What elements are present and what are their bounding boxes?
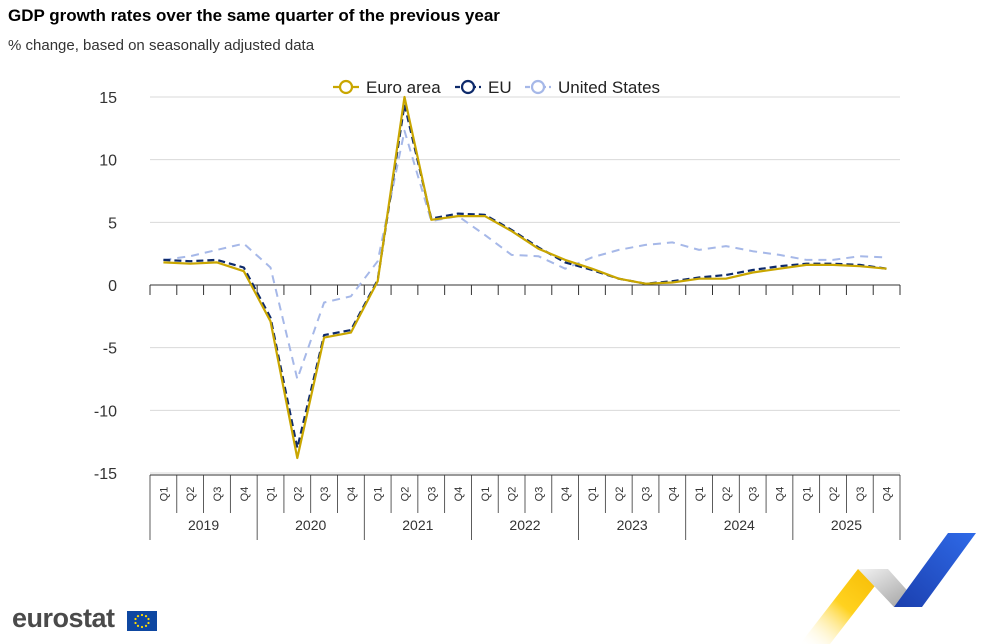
series-lines [163, 95, 887, 460]
quarter-label: Q1 [480, 487, 492, 502]
quarter-label: Q2 [507, 487, 519, 502]
legend-label: Euro area [366, 78, 441, 97]
quarter-label: Q3 [641, 487, 653, 502]
quarter-label: Q1 [266, 487, 278, 502]
chart-title: GDP growth rates over the same quarter o… [8, 6, 500, 25]
quarter-label: Q4 [882, 487, 894, 502]
year-label: 2020 [295, 517, 326, 533]
quarter-label: Q3 [855, 487, 867, 502]
year-label: 2024 [724, 517, 755, 533]
legend: Euro area EU United States [333, 78, 660, 97]
quarter-label: Q4 [346, 487, 358, 502]
decorative-ribbon-icon [800, 533, 976, 644]
y-axis: 15 10 5 0 -5 -10 -15 [94, 90, 117, 483]
quarter-label: Q1 [801, 487, 813, 502]
quarter-label: Q2 [185, 487, 197, 502]
quarter-label: Q3 [319, 487, 331, 502]
quarter-label: Q4 [560, 487, 572, 502]
quarter-label: Q3 [533, 487, 545, 502]
y-tick-label: -15 [94, 466, 117, 483]
quarter-label: Q4 [774, 487, 786, 502]
quarter-label: Q4 [453, 487, 465, 502]
quarter-label: Q1 [373, 487, 385, 502]
quarter-label: Q2 [721, 487, 733, 502]
quarter-label: Q4 [239, 487, 251, 502]
y-tick-label: 5 [108, 215, 117, 232]
quarter-label: Q2 [399, 487, 411, 502]
x-axis: Q1 Q2 Q3 Q4 2019 Q1 Q2 Q3 Q4 2020 Q1 Q2 Q3 Q4 2021 Q1 Q2… [149, 284, 901, 540]
legend-marker-icon [338, 79, 354, 95]
quarter-label: Q2 [614, 487, 626, 502]
year-label: 2025 [831, 517, 862, 533]
legend-marker-icon [530, 79, 546, 95]
legend-marker-icon [460, 79, 476, 95]
quarter-label: Q2 [828, 487, 840, 502]
quarter-label: Q3 [748, 487, 760, 502]
year-label: 2021 [402, 517, 433, 533]
y-tick-label: 10 [99, 153, 117, 170]
year-label: 2022 [509, 517, 540, 533]
series-line [163, 129, 887, 380]
y-tick-label: -10 [94, 403, 117, 420]
quarter-label: Q4 [667, 487, 679, 502]
legend-label: United States [558, 78, 660, 97]
quarter-label: Q1 [158, 487, 170, 502]
eurostat-logo: eurostat [12, 603, 115, 633]
quarter-label: Q1 [694, 487, 706, 502]
legend-label: EU [488, 78, 512, 97]
eu-flag-icon [127, 611, 157, 631]
quarter-label: Q3 [212, 487, 224, 502]
y-tick-label: 0 [108, 278, 117, 295]
series-line [163, 103, 887, 449]
y-tick-label: 15 [99, 90, 117, 107]
series-line [163, 95, 887, 460]
year-label: 2023 [617, 517, 648, 533]
y-tick-label: -5 [103, 341, 117, 358]
year-label: 2019 [188, 517, 219, 533]
quarter-label: Q1 [587, 487, 599, 502]
chart-subtitle: % change, based on seasonally adjusted d… [8, 37, 315, 54]
quarter-label: Q3 [426, 487, 438, 502]
quarter-label: Q2 [292, 487, 304, 502]
